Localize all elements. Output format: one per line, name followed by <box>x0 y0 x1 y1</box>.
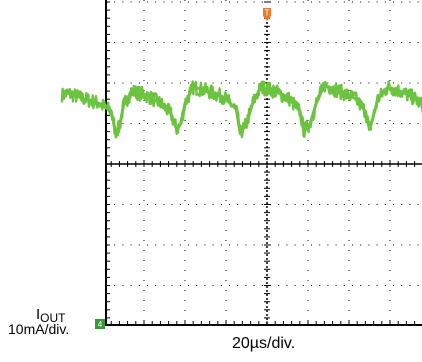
waveform-point <box>252 102 254 104</box>
waveform-point <box>274 90 276 92</box>
waveform-point <box>354 97 356 99</box>
trigger-marker: T <box>263 8 271 21</box>
waveform-point <box>122 104 125 106</box>
channel-marker-box <box>95 319 105 329</box>
waveform-point <box>235 108 237 110</box>
waveform-point <box>373 114 375 116</box>
waveform-point <box>309 122 311 125</box>
waveform-point <box>260 86 262 88</box>
waveform-point <box>364 110 366 112</box>
waveform-point <box>399 90 401 92</box>
waveform-point <box>61 94 63 96</box>
waveform-trace <box>61 83 422 136</box>
waveform-point <box>81 97 84 99</box>
channel-marker-text: 4 <box>98 320 103 329</box>
waveform-point <box>131 90 133 92</box>
waveform-point <box>176 129 178 131</box>
channel-label-main: I <box>36 306 41 323</box>
waveform-point <box>145 94 147 96</box>
trigger-marker-shape <box>263 8 271 21</box>
waveform-point <box>245 122 248 125</box>
waveform-point <box>315 102 317 104</box>
waveform-point <box>289 98 291 100</box>
trigger-marker-text: T <box>265 9 270 18</box>
waveform-point <box>299 110 301 112</box>
waveform-point <box>239 133 241 135</box>
waveform-point <box>223 96 225 98</box>
time-scale-label: 20µs/div. <box>232 335 296 352</box>
waveform-point <box>207 90 209 92</box>
waveform-point <box>414 97 416 99</box>
waveform-point <box>114 131 116 133</box>
channel-label: IOUT <box>36 306 66 325</box>
waveform-point <box>170 112 172 114</box>
center-axes <box>106 1 422 325</box>
waveform-point <box>338 90 340 92</box>
waveform-point <box>303 130 305 132</box>
waveform-point <box>180 122 182 125</box>
channel-scale-label: 10mA/div. <box>8 321 70 337</box>
waveform-point <box>192 86 194 88</box>
trace-group <box>60 80 422 139</box>
waveform-point <box>159 102 161 104</box>
waveform-point <box>368 129 371 131</box>
waveform-point <box>377 98 379 100</box>
channel-label-sub: OUT <box>40 311 66 325</box>
waveform-point <box>387 86 389 88</box>
waveform-point <box>118 127 120 129</box>
channel-marker: 4 <box>95 319 105 329</box>
waveform-point <box>184 102 186 104</box>
waveform-point <box>98 102 100 104</box>
waveform-point <box>110 110 112 112</box>
graticule-grid <box>106 0 422 325</box>
waveform-point <box>323 84 325 86</box>
waveform-point <box>67 92 69 94</box>
